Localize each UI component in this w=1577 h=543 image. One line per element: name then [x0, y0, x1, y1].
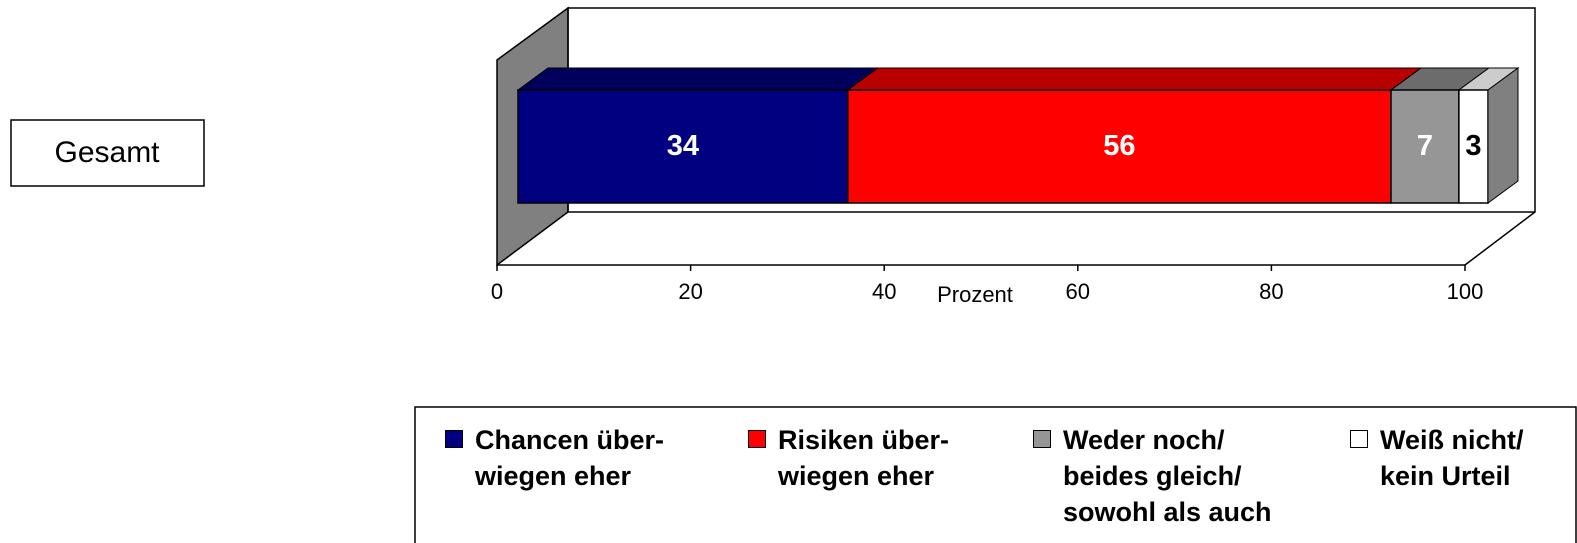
value-label: 3	[1465, 130, 1481, 162]
x-tick-label: 20	[678, 279, 702, 304]
bar-side	[1487, 67, 1519, 204]
x-tick-label: 0	[491, 279, 503, 304]
value-label: 56	[1103, 130, 1135, 162]
x-axis-label: Prozent	[937, 282, 1013, 307]
bar-top	[846, 67, 1423, 91]
bar	[517, 89, 849, 204]
x-tick-label: 100	[1447, 279, 1484, 304]
legend-label: Chancen über- wiegen eher	[475, 425, 665, 491]
bar	[847, 89, 1392, 204]
bar-top	[516, 67, 880, 91]
legend-swatch	[1033, 430, 1051, 448]
value-label: 7	[1417, 130, 1433, 162]
x-tick-label: 80	[1259, 279, 1283, 304]
x-tick-label: 60	[1066, 279, 1090, 304]
category-label: Gesamt	[54, 136, 160, 169]
legend-label: Weiß nicht/ kein Urteil	[1380, 425, 1524, 491]
x-tick-label: 40	[872, 279, 896, 304]
legend-swatch	[1350, 430, 1368, 448]
value-label: 34	[667, 130, 699, 162]
category-box	[10, 119, 205, 187]
legend-swatch	[748, 430, 766, 448]
legend-label: Weder noch/ beides gleich/ sowohl als au…	[1063, 425, 1272, 527]
legend-box	[414, 406, 1577, 543]
legend-label: Risiken über- wiegen eher	[778, 425, 950, 491]
legend-swatch	[445, 430, 463, 448]
